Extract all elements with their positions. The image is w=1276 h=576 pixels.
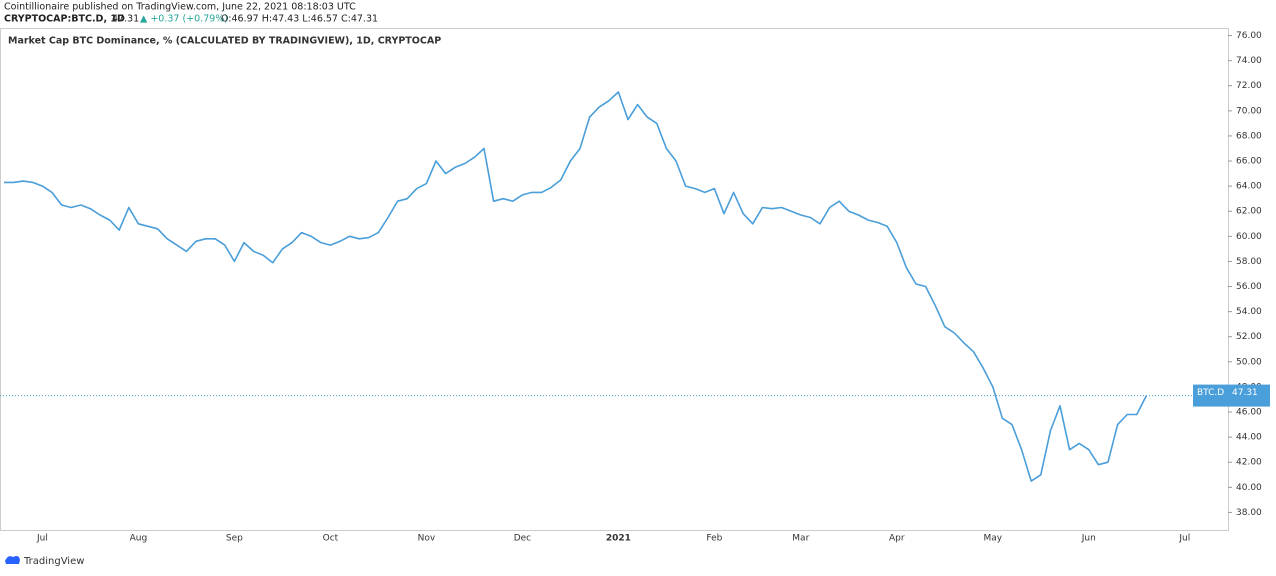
plot-frame <box>0 28 1229 531</box>
y-tick-label: 68.00 <box>1236 131 1262 141</box>
brand-logo <box>5 556 20 564</box>
y-tick-label: 64.00 <box>1236 182 1262 192</box>
y-tick-label: 66.00 <box>1236 157 1262 167</box>
price-tag-value: 47.31 <box>1232 388 1258 398</box>
y-tick-label: 74.00 <box>1236 56 1262 66</box>
brand: TradingView <box>23 556 84 567</box>
x-tick-label: Jul <box>36 534 48 544</box>
x-tick-label: Dec <box>514 534 531 544</box>
published-line: Cointillionaire published on TradingView… <box>4 2 356 13</box>
y-tick-label: 70.00 <box>1236 106 1262 116</box>
chart-title: Market Cap BTC Dominance, % (CALCULATED … <box>8 36 441 47</box>
y-tick-label: 76.00 <box>1236 31 1262 41</box>
y-tick-label: 44.00 <box>1236 433 1262 443</box>
y-tick-label: 50.00 <box>1236 357 1262 367</box>
symbol: CRYPTOCAP:BTC.D, 1D <box>4 14 125 25</box>
y-tick-label: 60.00 <box>1236 232 1262 242</box>
price-line <box>4 91 1148 482</box>
y-tick-label: 52.00 <box>1236 332 1262 342</box>
last-price: 47.31 <box>112 14 139 25</box>
y-tick-label: 46.00 <box>1236 408 1262 418</box>
x-tick-label: Feb <box>706 534 722 544</box>
x-tick-label: May <box>983 534 1002 544</box>
ohlc: O:46.97 H:47.43 L:46.57 C:47.31 <box>221 14 378 25</box>
x-tick-label: Jul <box>1178 534 1190 544</box>
x-tick-label: Sep <box>226 534 243 544</box>
y-tick-label: 38.00 <box>1236 508 1262 518</box>
y-tick-label: 42.00 <box>1236 458 1262 468</box>
x-tick-label: Oct <box>323 534 339 544</box>
y-tick-label: 62.00 <box>1236 207 1262 217</box>
x-tick-label: Mar <box>792 534 809 544</box>
y-tick-label: 56.00 <box>1236 282 1262 292</box>
price-tag <box>1193 384 1270 407</box>
y-tick-label: 58.00 <box>1236 257 1262 267</box>
y-tick-label: 72.00 <box>1236 81 1262 91</box>
y-tick-label: 54.00 <box>1236 307 1262 317</box>
price-tag-name: BTC.D <box>1197 388 1224 398</box>
x-tick-label: Jun <box>1081 534 1096 544</box>
x-tick-label: Apr <box>889 534 905 544</box>
x-tick-label: Aug <box>130 534 148 544</box>
x-tick-label: Nov <box>418 534 436 544</box>
change: ▲ +0.37 (+0.79%) <box>140 14 228 25</box>
x-tick-label: 2021 <box>606 534 631 544</box>
y-tick-label: 40.00 <box>1236 483 1262 493</box>
